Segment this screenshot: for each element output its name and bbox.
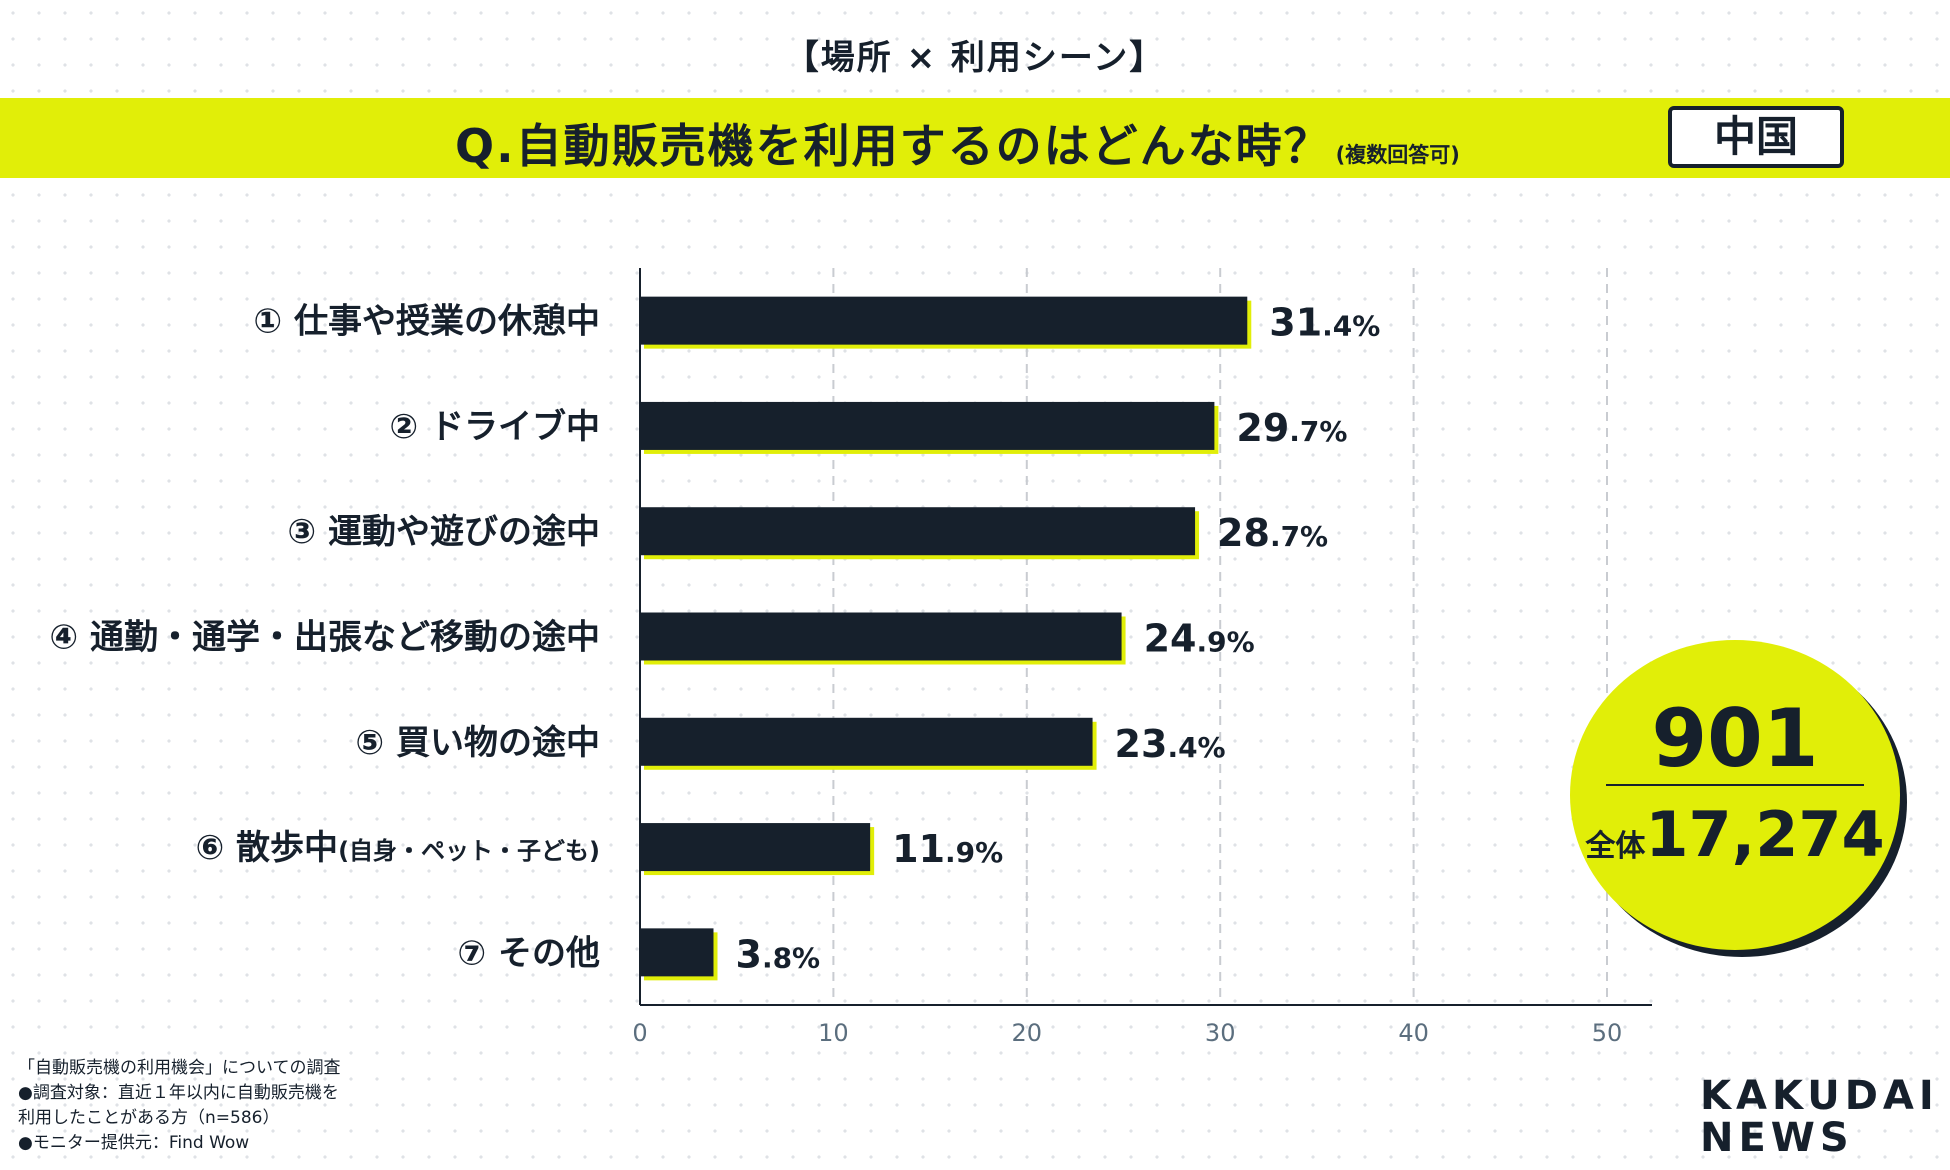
footnote-line: ●モニター提供元：Find Wow — [18, 1133, 250, 1153]
x-tick-label: 10 — [818, 1019, 849, 1047]
bar — [640, 612, 1122, 661]
category-label: ④ 通勤・通学・出張など移動の途中 — [49, 618, 600, 658]
category-label: ⑥ 散歩中(自身・ペット・子ども) — [195, 828, 600, 868]
x-tick-label: 20 — [1012, 1019, 1043, 1047]
brand-logo: KAKUDAI NEWS — [1700, 1075, 1935, 1159]
question-band — [0, 98, 1950, 178]
footnote-line: 「自動販売機の利用機会」についての調査 — [18, 1058, 341, 1078]
total-count-value: 17,274 — [1645, 798, 1885, 871]
category-label: ⑦ その他 — [457, 933, 600, 973]
bar — [640, 928, 714, 977]
footnote-line: ●調査対象：直近１年以内に自動販売機を — [18, 1083, 339, 1103]
category-label: ③ 運動や遊びの途中 — [287, 512, 600, 552]
x-tick-label: 50 — [1592, 1019, 1623, 1047]
sample-divider — [1606, 784, 1864, 786]
category-label: ② ドライブ中 — [389, 407, 600, 447]
x-tick-label: 30 — [1205, 1019, 1236, 1047]
x-tick-label: 40 — [1398, 1019, 1429, 1047]
question-note: (複数回答可) — [1335, 143, 1460, 167]
sample-count: 901 — [1651, 692, 1819, 785]
survey-category-tag: 【場所 × 利用シーン】 — [784, 38, 1166, 78]
x-tick-label: 0 — [632, 1019, 647, 1047]
bar — [640, 717, 1093, 766]
value-label: 31.4% — [1269, 301, 1380, 345]
bar — [640, 507, 1196, 556]
value-label: 29.7% — [1236, 406, 1347, 450]
bar — [640, 296, 1248, 345]
value-label: 24.9% — [1144, 617, 1255, 661]
value-label: 3.8% — [735, 932, 820, 976]
sample-count-badge: 901 全体17,274 — [1570, 640, 1900, 950]
category-label: ⑤ 買い物の途中 — [355, 723, 600, 763]
value-label: 11.9% — [892, 827, 1003, 871]
value-label: 23.4% — [1115, 722, 1226, 766]
total-count-label: 全体 — [1585, 829, 1646, 864]
bar — [640, 823, 871, 872]
survey-footnote: 「自動販売機の利用機会」についての調査 ●調査対象：直近１年以内に自動販売機を … — [18, 1056, 341, 1156]
brand-line-1: KAKUDAI — [1700, 1073, 1939, 1119]
total-count: 全体17,274 — [1570, 798, 1900, 871]
question-title: Q.自動販売機を利用するのはどんな時？ (複数回答可) — [455, 110, 1460, 173]
question-text: Q.自動販売機を利用するのはどんな時？ — [455, 119, 1332, 173]
brand-line-2: NEWS — [1700, 1115, 1854, 1161]
bar — [640, 401, 1215, 450]
region-badge: 中国 — [1668, 106, 1844, 168]
footnote-line: 利用したことがある方（n=586） — [18, 1108, 280, 1128]
category-label: ① 仕事や授業の休憩中 — [253, 302, 600, 342]
value-label: 28.7% — [1217, 511, 1328, 555]
